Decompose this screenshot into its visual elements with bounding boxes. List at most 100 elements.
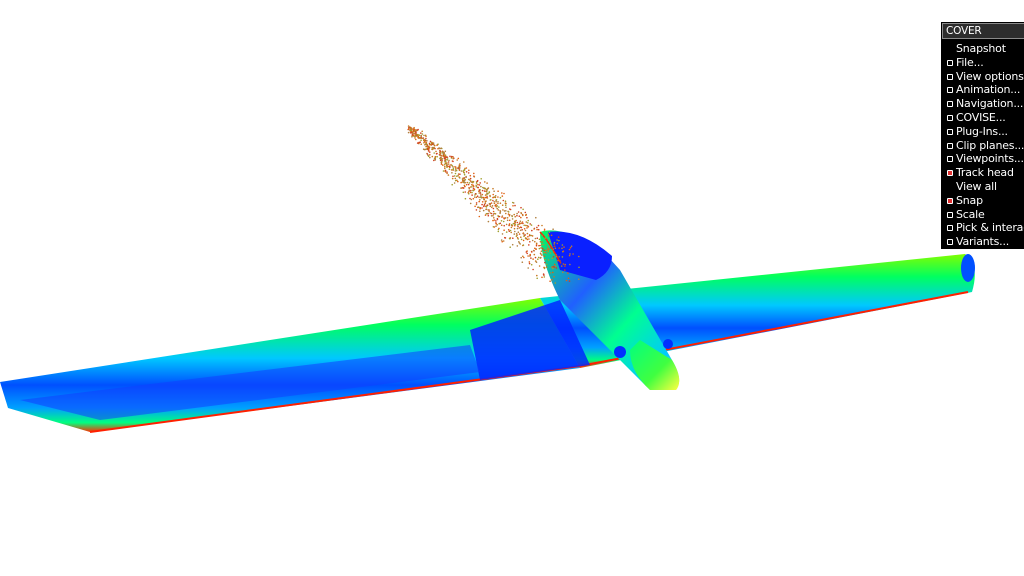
particle (452, 157, 455, 160)
particle (452, 160, 454, 163)
particle (426, 140, 428, 142)
particle (498, 227, 500, 230)
menu-item-track-head[interactable]: Track head (941, 166, 1024, 180)
checkbox-icon[interactable] (947, 87, 953, 94)
checkbox-icon[interactable] (947, 128, 953, 135)
particle (514, 204, 516, 207)
particle (538, 244, 540, 247)
particle (497, 201, 499, 203)
menu-item-clip-planes[interactable]: Clip planes... (941, 139, 1024, 153)
particle (439, 152, 441, 154)
particle (550, 247, 552, 249)
particle (459, 167, 461, 169)
particle (568, 248, 571, 251)
menu-item-navigation[interactable]: Navigation... (941, 97, 1024, 111)
checkbox-icon[interactable] (947, 225, 953, 232)
particle (483, 198, 485, 200)
menu-item-view-options[interactable]: View options... (941, 70, 1024, 84)
particle (520, 216, 522, 219)
menu-item-view-all[interactable]: View all (941, 180, 1024, 194)
particle (516, 224, 519, 226)
particle (480, 185, 482, 188)
menu-item-viewpoints[interactable]: Viewpoints... (941, 152, 1024, 166)
pod-right (663, 339, 673, 349)
particle (526, 227, 528, 229)
particle (433, 147, 435, 149)
particle (505, 223, 508, 226)
checkbox-icon[interactable] (947, 59, 953, 66)
menu-item-covise[interactable]: COVISE... (941, 111, 1024, 125)
particle (539, 244, 541, 247)
particle (485, 188, 488, 191)
particle (519, 229, 522, 232)
particle (537, 228, 540, 231)
particle (441, 155, 443, 157)
particle (477, 206, 480, 208)
particle (467, 191, 470, 194)
menu-item-snap[interactable]: Snap (941, 194, 1024, 208)
particle (541, 254, 543, 256)
particle (512, 237, 514, 239)
checkbox-icon[interactable] (947, 142, 953, 149)
menu-item-label: Navigation... (956, 97, 1024, 111)
particle (413, 129, 415, 132)
particle (493, 219, 496, 221)
checkbox-icon[interactable] (947, 211, 953, 218)
particle (445, 156, 447, 158)
menu-title[interactable]: COVER (942, 23, 1024, 39)
particle (562, 263, 565, 265)
particle (478, 190, 481, 192)
checkbox-icon[interactable] (947, 156, 953, 163)
particle (509, 229, 512, 232)
particle (459, 165, 461, 167)
menu-item-pick-interaction[interactable]: Pick & interaction (941, 221, 1024, 235)
particle (411, 136, 413, 138)
particle (504, 217, 507, 219)
particle (483, 205, 485, 207)
particle (442, 170, 445, 172)
particle (426, 144, 429, 146)
checkbox-icon[interactable] (947, 114, 953, 121)
particle (457, 167, 459, 170)
particle (463, 172, 466, 174)
particle (423, 134, 425, 137)
particle (477, 186, 479, 189)
particle (472, 180, 474, 183)
particle (415, 134, 417, 136)
particle (545, 266, 548, 268)
checkbox-icon[interactable] (947, 239, 953, 246)
menu-item-plug-ins[interactable]: Plug-Ins... (941, 125, 1024, 139)
particle (440, 147, 443, 149)
particle (463, 184, 466, 187)
particle (480, 195, 482, 197)
particle (419, 136, 422, 139)
checkbox-icon[interactable] (947, 170, 953, 177)
particle (508, 214, 511, 216)
particle (496, 224, 499, 226)
menu-item-variants[interactable]: Variants... (941, 235, 1024, 249)
particle (479, 182, 482, 184)
particle (444, 171, 447, 173)
particle (537, 258, 539, 261)
menu-item-file[interactable]: File... (941, 56, 1024, 70)
particle (536, 277, 538, 280)
menu-item-scale[interactable]: Scale (941, 208, 1024, 222)
particle (455, 167, 457, 170)
particle (464, 167, 466, 170)
particle (518, 223, 520, 226)
checkbox-icon[interactable] (947, 73, 953, 80)
menu-item-snapshot[interactable]: Snapshot (941, 42, 1024, 56)
checkbox-icon[interactable] (947, 101, 953, 108)
particle (565, 279, 568, 282)
particle (469, 202, 472, 205)
particle (463, 173, 466, 176)
particle (480, 196, 482, 198)
particle (471, 186, 473, 188)
particle (514, 215, 516, 218)
menu-item-animation[interactable]: Animation... (941, 83, 1024, 97)
particle (513, 233, 516, 235)
checkbox-icon[interactable] (947, 197, 953, 204)
